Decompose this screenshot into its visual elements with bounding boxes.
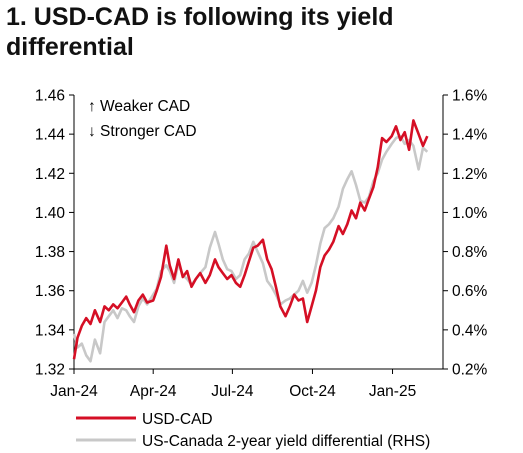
right-tick-label: 1.0% bbox=[452, 205, 488, 222]
left-tick-label: 1.46 bbox=[35, 88, 65, 105]
chart-title-line-2: differential bbox=[6, 33, 134, 61]
left-tick-label: 1.44 bbox=[35, 127, 66, 144]
x-tick-label: Jan-25 bbox=[369, 383, 416, 400]
x-tick-label: Oct-24 bbox=[289, 383, 336, 400]
annotation-stronger-cad: ↓ Stronger CAD bbox=[88, 123, 197, 140]
annotation-weaker-cad: ↑ Weaker CAD bbox=[88, 98, 190, 115]
x-tick-label: Jan-24 bbox=[50, 383, 98, 400]
series-yield-differential bbox=[72, 134, 429, 363]
series-usdcad bbox=[72, 119, 429, 360]
series-line-yield-differential bbox=[72, 134, 429, 363]
right-tick-label: 1.4% bbox=[452, 127, 488, 144]
right-tick-label: 1.6% bbox=[452, 88, 488, 105]
annotations: ↑ Weaker CAD ↓ Stronger CAD bbox=[88, 98, 197, 140]
left-tick-label: 1.40 bbox=[35, 205, 66, 222]
legend-label-yield-differential: US-Canada 2-year yield differential (RHS… bbox=[142, 433, 430, 450]
legend-label-usdcad: USD-CAD bbox=[142, 411, 213, 428]
x-tick-label: Jul-24 bbox=[211, 383, 254, 400]
chart-title-line-1: 1. USD-CAD is following its yield bbox=[6, 3, 394, 31]
chart-title: 1. USD-CAD is following its yield differ… bbox=[6, 2, 394, 62]
left-tick-label: 1.32 bbox=[35, 362, 65, 379]
legend: USD-CAD US-Canada 2-year yield differenti… bbox=[76, 411, 430, 450]
left-tick-label: 1.36 bbox=[35, 283, 65, 300]
right-tick-label: 0.6% bbox=[452, 283, 488, 300]
right-tick-label: 0.4% bbox=[452, 322, 488, 339]
left-tick-label: 1.42 bbox=[35, 166, 65, 183]
right-tick-label: 0.2% bbox=[452, 362, 488, 379]
right-tick-label: 1.2% bbox=[452, 166, 488, 183]
right-tick-label: 0.8% bbox=[452, 244, 488, 261]
axes: 1.32 1.34 1.36 1.38 1.40 1.42 1.44 1.46 0.2% 0.4%… bbox=[35, 88, 488, 401]
left-tick-label: 1.34 bbox=[35, 322, 66, 339]
left-tick-label: 1.38 bbox=[35, 244, 65, 261]
x-tick-label: Apr-24 bbox=[130, 383, 177, 400]
series-line-usdcad bbox=[72, 119, 429, 360]
